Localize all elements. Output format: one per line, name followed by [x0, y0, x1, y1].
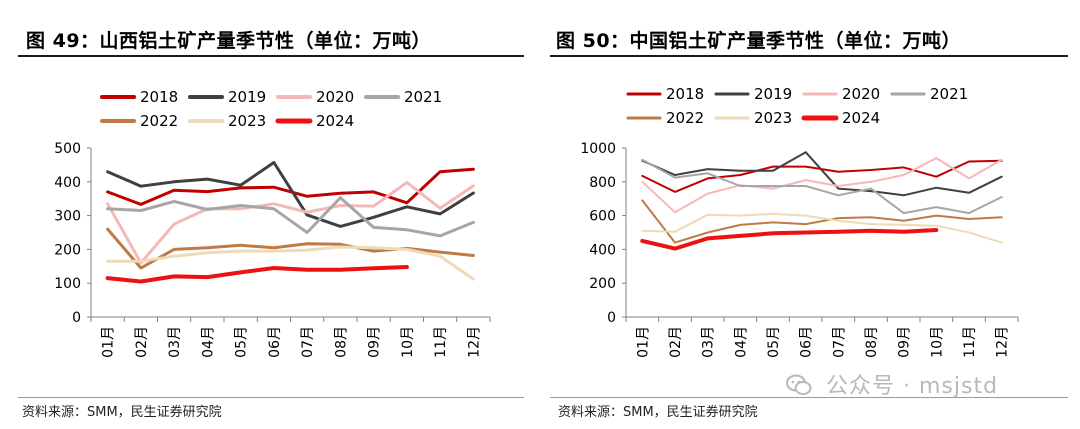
right-legend-label-2018: 2018	[666, 85, 704, 103]
right-series-2023	[641, 212, 1003, 244]
right-series-2021	[641, 158, 1003, 215]
left-y-tick-label: 100	[54, 276, 81, 292]
right-x-tick-label: 06月	[799, 326, 815, 358]
right-plot: 0 200 400 600 800 1000 01月 02月 03月 04月 05月 06月 07月 08…	[580, 85, 1019, 358]
left-y-tick-label: 0	[72, 310, 81, 326]
right-x-tick-label: 04月	[733, 326, 749, 358]
right-chart-panel: 图 50：中国铝土矿产量季节性（单位：万吨） 资料来源：SMM，民生证券研究院	[540, 0, 1080, 429]
left-source-divider	[18, 397, 524, 398]
left-x-tick-label: 04月	[200, 326, 216, 358]
right-legend-label-2024: 2024	[842, 109, 880, 127]
right-x-tick-label: 03月	[701, 326, 717, 358]
left-x-tick-label: 05月	[234, 326, 250, 358]
left-series-2020	[106, 181, 475, 265]
right-series-2022	[641, 199, 1003, 244]
left-x-tick-label: 01月	[101, 326, 117, 358]
right-x-tick-label: 08月	[864, 326, 880, 358]
right-source-note: 资料来源：SMM，民生证券研究院	[558, 405, 758, 420]
left-series-2021	[106, 196, 475, 238]
right-y-tick-label: 0	[607, 310, 616, 326]
right-series-2020	[641, 157, 1003, 214]
left-x-tick-label: 12月	[466, 326, 482, 358]
right-x-tick-label: 07月	[831, 326, 847, 358]
right-y-tick-label: 200	[589, 276, 616, 292]
right-y-tick-label: 600	[589, 209, 616, 225]
left-title-divider	[18, 55, 524, 57]
right-y-tick-label: 800	[589, 175, 616, 191]
right-y-tick-label: 1000	[580, 141, 616, 157]
left-legend-label-2022: 2022	[140, 112, 178, 130]
right-chart-title: 图 50：中国铝土矿产量季节性（单位：万吨）	[556, 30, 962, 52]
left-x-tick-label: 02月	[134, 326, 150, 358]
right-x-tick-label: 01月	[635, 326, 651, 358]
left-y-tick-label: 300	[54, 209, 81, 225]
left-chart-panel: 图 49：山西铝土矿产量季节性（单位：万吨） 资料来源：SMM，民生证券研究院	[18, 30, 524, 420]
right-x-tick-label: 12月	[995, 326, 1011, 358]
right-legend-label-2022: 2022	[666, 109, 704, 127]
left-series-2022	[106, 227, 475, 270]
watermark: 公众号 · msjstd	[786, 368, 998, 400]
left-legend-label-2021: 2021	[404, 88, 442, 106]
left-series-2024	[105, 265, 409, 284]
left-legend-label-2020: 2020	[316, 88, 354, 106]
left-x-tick-label: 03月	[167, 326, 183, 358]
left-x-tick-label: 11月	[433, 326, 449, 358]
left-chart-title: 图 49：山西铝土矿产量季节性（单位：万吨）	[26, 30, 432, 52]
left-legend-label-2019: 2019	[228, 88, 266, 106]
left-y-tick-label: 200	[54, 242, 81, 258]
left-x-tick-label: 10月	[400, 326, 416, 358]
right-x-tick-label: 10月	[929, 326, 945, 358]
right-source-divider	[550, 397, 1068, 398]
right-series-2024	[640, 228, 939, 251]
left-series-2018	[106, 167, 475, 206]
right-x-tick-label: 05月	[766, 326, 782, 358]
left-series-2019	[106, 161, 475, 228]
left-x-tick-label: 06月	[267, 326, 283, 358]
right-y-tick-label: 400	[589, 242, 616, 258]
right-legend-label-2021: 2021	[930, 85, 968, 103]
left-plot: 0 100 200 300 400 500 01月 02月 03月 04月 05月 06月 07月 08月…	[54, 88, 491, 358]
left-legend-label-2024: 2024	[316, 112, 354, 130]
right-series-2019	[641, 151, 1003, 197]
right-x-tick-label: 02月	[668, 326, 684, 358]
left-y-tick-label: 400	[54, 175, 81, 191]
left-x-tick-label: 07月	[300, 326, 316, 358]
right-legend-label-2019: 2019	[754, 85, 792, 103]
wechat-icon	[786, 374, 812, 395]
right-x-tick-label: 11月	[962, 326, 978, 358]
right-legend-label-2020: 2020	[842, 85, 880, 103]
watermark-text: 公众号 · msjstd	[826, 374, 999, 399]
left-series-2023	[106, 245, 475, 281]
left-legend-label-2018: 2018	[140, 88, 178, 106]
right-x-tick-label: 09月	[897, 326, 913, 358]
left-x-tick-label: 08月	[333, 326, 349, 358]
left-x-tick-label: 09月	[367, 326, 383, 358]
left-legend-label-2023: 2023	[228, 112, 266, 130]
right-legend-label-2023: 2023	[754, 109, 792, 127]
right-title-divider	[550, 55, 1068, 57]
left-source-note: 资料来源：SMM，民生证券研究院	[22, 405, 222, 420]
left-y-tick-label: 500	[54, 141, 81, 157]
